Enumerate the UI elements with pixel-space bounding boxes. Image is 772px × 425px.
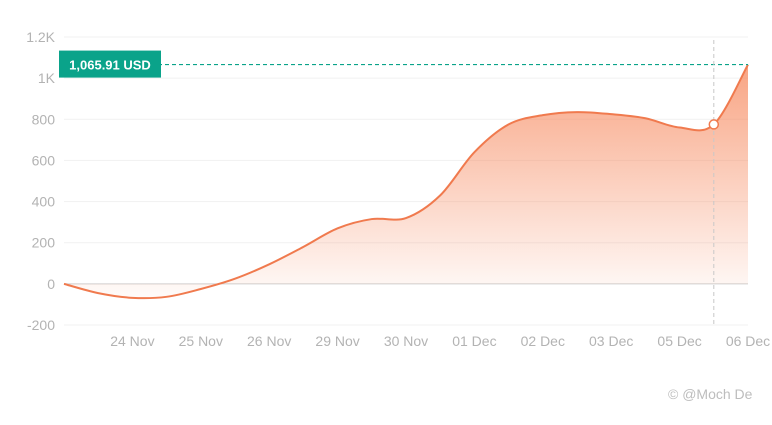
area-fill bbox=[64, 64, 748, 299]
series-line bbox=[63, 64, 749, 300]
line-path bbox=[63, 64, 749, 300]
y-tick-label: 0 bbox=[47, 276, 55, 292]
current-value-label: 1,065.91 USD bbox=[69, 58, 151, 73]
watermark: © @Moch De bbox=[668, 386, 753, 402]
y-tick-label: 400 bbox=[32, 194, 56, 210]
x-tick-label: 06 Dec bbox=[726, 333, 770, 349]
y-tick-label: 800 bbox=[32, 111, 56, 127]
y-axis-ticks: -200 0 200 400 600 800 1K 1.2K bbox=[26, 29, 55, 333]
x-tick-label: 30 Nov bbox=[384, 333, 428, 349]
x-tick-label: 26 Nov bbox=[247, 333, 291, 349]
hover-marker bbox=[708, 119, 720, 130]
x-tick-label: 29 Nov bbox=[315, 333, 359, 349]
y-tick-label: 200 bbox=[32, 235, 56, 251]
current-value-overlay: 1,065.91 USD bbox=[59, 40, 748, 325]
y-tick-label: 1.2K bbox=[26, 29, 55, 45]
y-tick-label: -200 bbox=[27, 317, 55, 333]
x-tick-label: 01 Dec bbox=[452, 333, 496, 349]
x-axis-ticks: 24 Nov 25 Nov 26 Nov 29 Nov 30 Nov 01 Dec 02 D… bbox=[110, 333, 770, 349]
x-tick-label: 05 Dec bbox=[657, 333, 701, 349]
current-value-badge bbox=[59, 50, 161, 78]
area-path bbox=[64, 64, 748, 299]
x-tick-label: 03 Dec bbox=[589, 333, 633, 349]
x-tick-label: 24 Nov bbox=[110, 333, 154, 349]
x-tick-label: 25 Nov bbox=[179, 333, 223, 349]
y-tick-label: 1K bbox=[38, 70, 56, 86]
y-tick-label: 600 bbox=[32, 152, 56, 168]
x-tick-label: 02 Dec bbox=[521, 333, 565, 349]
